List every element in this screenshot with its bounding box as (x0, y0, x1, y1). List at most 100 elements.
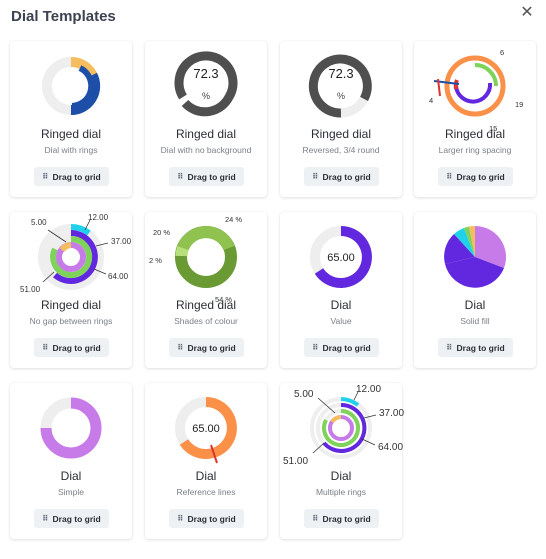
drag-label: Drag to grid (52, 342, 101, 353)
dial-unit: % (202, 91, 210, 101)
ring-label: 51.00 (20, 285, 41, 294)
drag-to-grid-button[interactable]: ⠿ Drag to grid (304, 509, 379, 528)
card-title: Dial (330, 298, 352, 312)
ring-label: 37.00 (111, 237, 132, 246)
template-card[interactable]: 72.3 % Ringed dial Dial with no backgrou… (145, 41, 267, 197)
dial-value: 72.3 (328, 66, 353, 81)
template-card[interactable]: 12.00 5.00 37.00 64.00 51.00 Dial Multip… (280, 383, 404, 539)
drag-label: Drag to grid (322, 513, 371, 524)
card-title: Dial (60, 469, 82, 483)
template-card[interactable]: 24 % 20 % 2 % 54 % Ringed dial Shades of… (145, 212, 267, 368)
card-subtitle: Reversed, 3/4 round (302, 145, 380, 155)
dial-multiple-rings-icon: 12.00 5.00 37.00 64.00 51.00 (283, 384, 404, 467)
card-subtitle: Value (330, 316, 352, 326)
card-subtitle: Shades of colour (174, 316, 238, 326)
ring-label: 5.00 (31, 218, 47, 227)
ring-label: 19 (515, 100, 523, 109)
drag-label: Drag to grid (456, 342, 505, 353)
dial-reference-lines-icon: 65.00 (175, 397, 237, 464)
card-subtitle: Reference lines (176, 487, 236, 497)
card-subtitle: No gap between rings (29, 316, 113, 326)
drag-to-grid-button[interactable]: ⠿ Drag to grid (34, 167, 109, 186)
close-icon[interactable]: ✕ (520, 4, 534, 21)
ring-label: 37.00 (379, 408, 404, 419)
drag-to-grid-button[interactable]: ⠿ Drag to grid (438, 167, 513, 186)
dial-ring-spacing-icon: 6 19 4 15 (429, 48, 523, 133)
card-title: Dial (464, 298, 486, 312)
ring-label: 51.00 (283, 456, 308, 467)
drag-to-grid-button[interactable]: ⠿ Drag to grid (169, 338, 244, 357)
grip-icon: ⠿ (42, 343, 48, 352)
drag-label: Drag to grid (322, 171, 371, 182)
drag-label: Drag to grid (52, 171, 101, 182)
template-card[interactable]: 72.3 % Ringed dial Reversed, 3/4 round ⠿… (280, 41, 402, 197)
drag-label: Drag to grid (456, 171, 505, 182)
drag-to-grid-button[interactable]: ⠿ Drag to grid (304, 167, 379, 186)
card-subtitle: Simple (58, 487, 84, 497)
dial-simple-icon (40, 397, 102, 459)
card-title: Ringed dial (40, 127, 102, 141)
ring-label: 15 (489, 124, 497, 133)
card-title: Dial (195, 469, 217, 483)
drag-to-grid-button[interactable]: ⠿ Drag to grid (169, 509, 244, 528)
card-title: Dial (330, 469, 352, 483)
dial-value: 65.00 (327, 252, 355, 264)
grip-icon: ⠿ (42, 172, 48, 181)
ring-label: 20 % (153, 228, 170, 237)
template-card[interactable]: Ringed dial Dial with rings ⠿ Drag to gri… (10, 41, 132, 197)
ring-label: 5.00 (294, 389, 314, 400)
ring-label: 12.00 (356, 384, 381, 395)
grip-icon: ⠿ (177, 514, 183, 523)
ring-label: 54 % (215, 295, 232, 304)
card-title: Ringed dial (444, 127, 506, 141)
dial-reversed-icon: 72.3 % (308, 54, 372, 118)
dialog-title: Dial Templates (11, 8, 116, 25)
card-title: Ringed dial (175, 298, 237, 312)
drag-label: Drag to grid (322, 342, 371, 353)
ring-label: 2 % (149, 256, 162, 265)
dial-value: 65.00 (192, 423, 220, 435)
grip-icon: ⠿ (312, 343, 318, 352)
drag-to-grid-button[interactable]: ⠿ Drag to grid (34, 509, 109, 528)
template-card[interactable]: Dial Simple ⠿ Drag to grid (10, 383, 132, 539)
template-card[interactable]: 12.00 5.00 37.00 64.00 51.00 Ringed dial… (10, 212, 132, 368)
ring-label: 6 (500, 48, 504, 57)
dial-value: 72.3 (193, 66, 218, 81)
dial-unit: % (337, 91, 345, 101)
template-card[interactable]: 65.00 Dial Value ⠿ Drag to grid (280, 212, 402, 368)
card-subtitle: Multiple rings (315, 487, 367, 497)
drag-label: Drag to grid (187, 342, 236, 353)
drag-label: Drag to grid (187, 513, 236, 524)
grip-icon: ⠿ (312, 172, 318, 181)
card-title: Ringed dial (310, 127, 372, 141)
dial-with-rings-icon (42, 56, 101, 116)
card-subtitle: Solid fill (460, 316, 490, 326)
ring-label: 4 (429, 96, 433, 105)
grip-icon: ⠿ (177, 343, 183, 352)
grip-icon: ⠿ (446, 172, 452, 181)
card-title: Ringed dial (175, 127, 237, 141)
dial-shades-icon: 24 % 20 % 2 % 54 % (149, 215, 242, 304)
drag-label: Drag to grid (52, 513, 101, 524)
drag-to-grid-button[interactable]: ⠿ Drag to grid (34, 338, 109, 357)
dial-no-gap-icon: 12.00 5.00 37.00 64.00 51.00 (20, 213, 132, 294)
grip-icon: ⠿ (42, 514, 48, 523)
grip-icon: ⠿ (312, 514, 318, 523)
ring-label: 12.00 (88, 213, 109, 222)
grip-icon: ⠿ (446, 343, 452, 352)
drag-label: Drag to grid (187, 171, 236, 182)
grip-icon: ⠿ (177, 172, 183, 181)
dial-solid-fill-icon (444, 225, 507, 288)
template-card[interactable]: 6 19 4 15 Ringed dial Larger ring spacin… (414, 41, 536, 197)
card-subtitle: Larger ring spacing (438, 145, 512, 155)
ring-label: 24 % (225, 215, 242, 224)
drag-to-grid-button[interactable]: ⠿ Drag to grid (438, 338, 513, 357)
drag-to-grid-button[interactable]: ⠿ Drag to grid (169, 167, 244, 186)
dial-value-icon: 65.00 (310, 226, 372, 288)
template-card[interactable]: Dial Solid fill ⠿ Drag to grid (414, 212, 536, 368)
drag-to-grid-button[interactable]: ⠿ Drag to grid (304, 338, 379, 357)
template-card[interactable]: 65.00 Dial Reference lines ⠿ Drag to grid (145, 383, 267, 539)
ring-label: 64.00 (108, 272, 129, 281)
card-title: Ringed dial (40, 298, 102, 312)
dial-no-background-icon: 72.3 % (174, 51, 238, 117)
